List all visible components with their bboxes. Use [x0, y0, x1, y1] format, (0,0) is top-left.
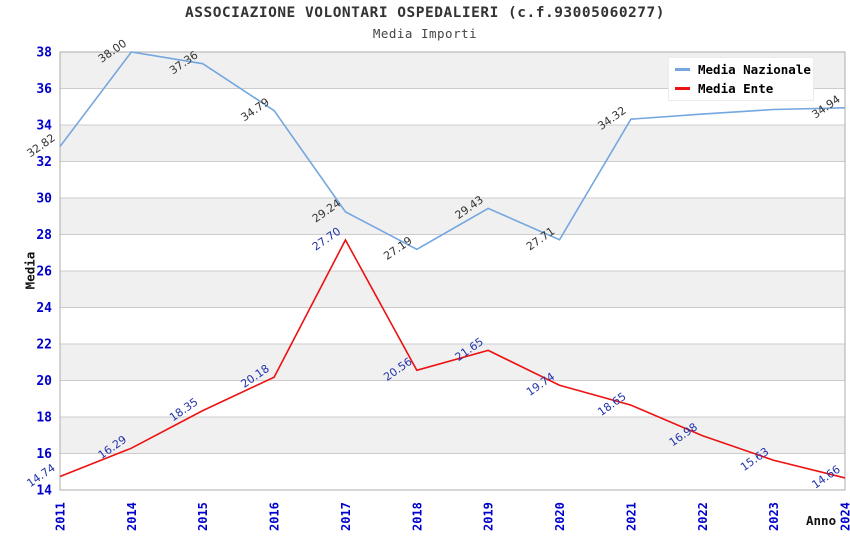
x-axis-title: Anno [806, 513, 837, 528]
svg-text:2016: 2016 [268, 502, 282, 531]
y-axis-title: Media [22, 251, 38, 290]
legend-label-media-nazionale: Media Nazionale [698, 62, 811, 77]
svg-text:30: 30 [36, 192, 52, 207]
svg-text:26: 26 [36, 265, 52, 280]
legend-item-media-nazionale: Media Nazionale [675, 62, 811, 77]
svg-text:14: 14 [36, 484, 52, 499]
svg-text:34.94: 34.94 [809, 93, 842, 122]
svg-text:2022: 2022 [696, 502, 710, 531]
svg-text:2014: 2014 [125, 502, 139, 531]
plot-border [59, 51, 846, 491]
y-tick-labels: 14 16 18 20 22 24 26 28 30 32 34 36 38 [36, 46, 52, 499]
svg-text:2011: 2011 [54, 502, 68, 531]
svg-text:28: 28 [36, 228, 52, 243]
svg-text:2021: 2021 [624, 502, 638, 531]
svg-text:38: 38 [36, 46, 52, 61]
svg-text:2015: 2015 [196, 502, 210, 531]
media-ente-line [59, 238, 846, 479]
media-nazionale-swatch [675, 68, 690, 71]
svg-text:16: 16 [36, 447, 52, 462]
svg-text:2019: 2019 [482, 502, 496, 531]
legend: Media Nazionale Media Ente [668, 57, 814, 101]
svg-text:18: 18 [36, 411, 52, 426]
svg-text:2017: 2017 [339, 502, 353, 531]
svg-text:2020: 2020 [553, 502, 567, 531]
legend-label-media-ente: Media Ente [698, 81, 774, 96]
x-tick-labels: 2011 2014 2015 2016 2017 2018 2019 2020 2021 2022… [54, 502, 850, 531]
svg-text:24: 24 [36, 301, 52, 316]
legend-item-media-ente: Media Ente [675, 81, 807, 96]
svg-text:36: 36 [36, 82, 52, 97]
chart-subtitle: Media Importi [372, 26, 478, 41]
svg-text:27.19: 27.19 [381, 234, 414, 263]
svg-text:34: 34 [36, 119, 52, 134]
svg-text:2018: 2018 [410, 502, 424, 531]
svg-text:2024: 2024 [839, 502, 850, 531]
svg-text:2023: 2023 [767, 502, 781, 531]
chart-title: ASSOCIAZIONE VOLONTARI OSPEDALIERI (c.f.… [185, 5, 665, 21]
media-ente-swatch [675, 87, 690, 90]
svg-text:32: 32 [36, 155, 52, 170]
media-nazionale-line [59, 51, 846, 251]
svg-text:18.65: 18.65 [595, 390, 628, 419]
svg-text:22: 22 [36, 338, 52, 353]
svg-text:14.66: 14.66 [809, 463, 842, 492]
svg-text:20: 20 [36, 374, 52, 389]
svg-text:34.79: 34.79 [239, 95, 272, 124]
